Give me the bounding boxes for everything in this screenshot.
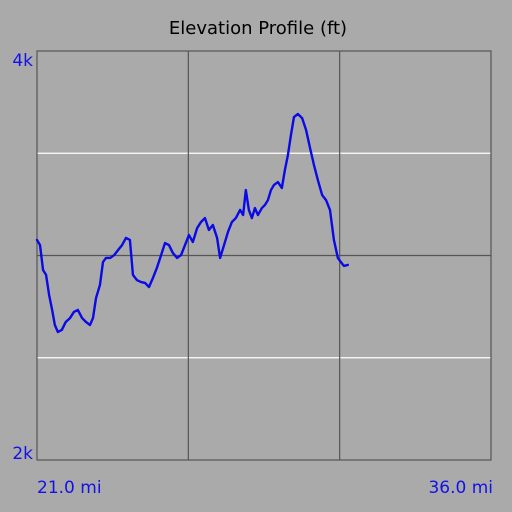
marks: [35, 112, 350, 334]
y-tick-label: 4k: [12, 51, 33, 71]
x-tick-label: 21.0 mi: [37, 478, 102, 498]
chart-title: Elevation Profile (ft): [169, 18, 347, 39]
plot-frame: [36, 50, 492, 461]
elevation-line: [35, 112, 350, 334]
y-tick-label: 2k: [12, 444, 33, 464]
labels: 2k 4k 21.0 mi 36.0 mi: [12, 51, 493, 498]
x-tick-label: 36.0 mi: [428, 478, 493, 498]
